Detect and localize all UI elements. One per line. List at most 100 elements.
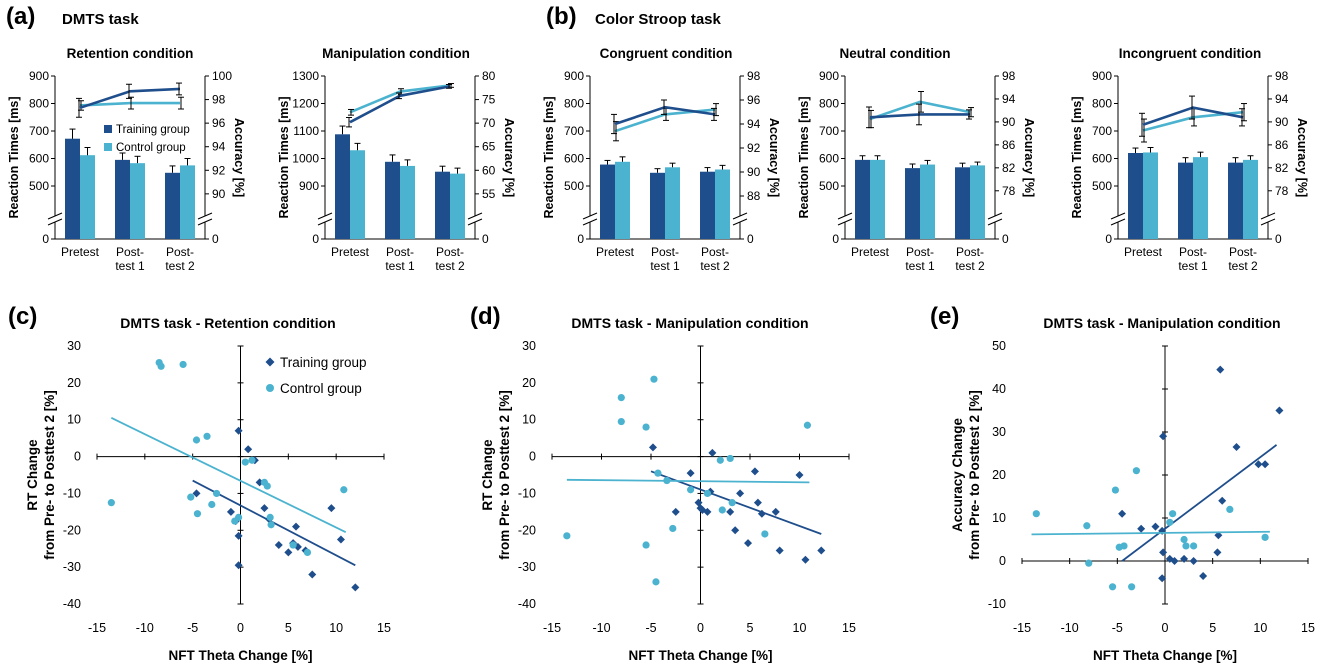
- trend-line-control: [110, 417, 347, 533]
- scatter-point-training: [736, 489, 745, 498]
- scatter-point-training: [817, 546, 826, 555]
- rt-tick-label: 600: [1092, 152, 1112, 166]
- y-tick-label: -10: [63, 486, 81, 500]
- x-tick-label: 0: [1162, 621, 1169, 635]
- scatter-point-control: [652, 578, 660, 586]
- scatter-point-control: [187, 493, 195, 501]
- axis-break-mark: [317, 218, 333, 226]
- y-tick-label: -40: [518, 597, 536, 611]
- rt-bar-control: [1193, 157, 1208, 239]
- rt-bar-training: [115, 159, 130, 239]
- scatter-point-control: [1120, 542, 1128, 550]
- scatter-point-training: [671, 507, 680, 516]
- scatter-point-training: [708, 448, 717, 457]
- axis-break-mark: [582, 212, 598, 220]
- y-tick-label: -40: [63, 597, 81, 611]
- acc-tick-label: 100: [212, 69, 232, 83]
- x-tick-label: 0: [697, 621, 704, 635]
- axis-break-gap: [198, 216, 212, 222]
- acc-tick-label: 96: [212, 116, 226, 130]
- category-label-line: Post-: [651, 245, 679, 259]
- rt-axis-title: Reaction Times [ms]: [542, 96, 556, 218]
- trend-line-control: [566, 478, 810, 484]
- scatter-point-control: [248, 456, 256, 464]
- scatter-point-control: [728, 499, 736, 507]
- category-label: Pretest: [851, 245, 890, 259]
- scatter-point-training: [1170, 557, 1179, 565]
- acc-tick-label: 90: [747, 165, 761, 179]
- y-axis-title-line: from Pre- to Posttest 2 [%]: [967, 390, 982, 560]
- scatter-point-training: [351, 583, 360, 592]
- scatter-point-control: [716, 456, 724, 464]
- scatter-point-training: [771, 507, 780, 516]
- rt-tick-label: 1100: [293, 124, 319, 138]
- rt-bar-training: [600, 164, 615, 239]
- scatter-point-training: [308, 570, 317, 579]
- rt-bar-training: [650, 172, 665, 239]
- rt-bar-training: [855, 159, 870, 239]
- axis-break-gap: [1111, 216, 1125, 222]
- y-tick-label: 20: [67, 376, 81, 390]
- acc-tick-label: 0: [212, 232, 219, 246]
- axis-break-mark: [1260, 218, 1276, 226]
- category-label: Post-test 2: [700, 245, 730, 273]
- scatter-point-training: [1159, 548, 1168, 557]
- scatter-point-control: [1226, 505, 1234, 513]
- acc-tick-label: 82: [1275, 161, 1289, 175]
- category-label: Post-test 1: [650, 245, 680, 273]
- axis-break-gap: [48, 216, 62, 222]
- x-tick-label: -10: [1061, 621, 1079, 635]
- scatter-point-training: [686, 469, 695, 478]
- y-tick-label: 50: [992, 339, 1006, 353]
- scatter-point-training: [234, 426, 243, 435]
- scatter-point-training: [1232, 443, 1241, 452]
- category-label-line: Pretest: [596, 245, 635, 259]
- scatter-point-training: [744, 539, 753, 548]
- axis-break-mark: [1110, 212, 1126, 220]
- scatter-point-control: [803, 421, 812, 429]
- rt-bar-control: [180, 165, 195, 239]
- acc-tick-label: 78: [1002, 184, 1016, 198]
- scatter-point-training: [795, 471, 804, 479]
- category-label-line: Post-: [701, 245, 729, 259]
- legend-marker-control: [266, 384, 274, 392]
- section-a-letter: (a): [6, 3, 35, 30]
- rt-bar-control: [1143, 152, 1158, 239]
- category-label-line: test 1: [650, 259, 680, 273]
- y-tick-label: 10: [992, 511, 1006, 525]
- category-label-line: Post-: [436, 245, 464, 259]
- acc-tick-label: 94: [1002, 92, 1016, 106]
- category-label-line: Pretest: [331, 245, 370, 259]
- axis-break-mark: [467, 212, 483, 220]
- axis-break-mark: [837, 218, 853, 226]
- scatter-point-control: [718, 506, 726, 514]
- rt-tick-label: 700: [819, 124, 839, 138]
- rt-bar-training: [165, 172, 180, 239]
- acc-tick-label: 0: [482, 232, 489, 246]
- rt-tick-label: 500: [819, 179, 839, 193]
- acc-tick-label: 90: [1275, 115, 1289, 129]
- scatter-point-control: [726, 454, 734, 463]
- scatter-point-training: [291, 522, 300, 531]
- rt-bar-control: [80, 155, 95, 239]
- scatter-point-control: [241, 458, 249, 466]
- rt-bar-training: [1228, 162, 1243, 239]
- section-b-title: Color Stroop task: [595, 11, 722, 28]
- x-tick-label: -5: [1112, 621, 1123, 635]
- scatter-point-control: [1190, 542, 1198, 550]
- acc-tick-label: 90: [212, 187, 226, 201]
- scatter-panel-6: DMTS task - Manipulation condition -15 -10…: [480, 315, 856, 663]
- x-tick-label: 10: [329, 621, 343, 635]
- scatter-point-control: [1085, 559, 1093, 567]
- acc-tick-label: 94: [747, 117, 761, 131]
- rt-tick-label: 500: [29, 179, 49, 193]
- acc-line-training: [79, 87, 181, 110]
- scatter-point-training: [753, 498, 762, 507]
- rt-bar-training: [65, 138, 80, 239]
- acc-tick-label: 0: [747, 232, 754, 246]
- scatter-point-control: [179, 360, 187, 369]
- rt-tick-label: 0: [42, 232, 49, 246]
- scatter-point-training: [192, 489, 201, 498]
- scatter-point-control: [617, 394, 625, 402]
- acc-tick-label: 94: [1275, 92, 1289, 106]
